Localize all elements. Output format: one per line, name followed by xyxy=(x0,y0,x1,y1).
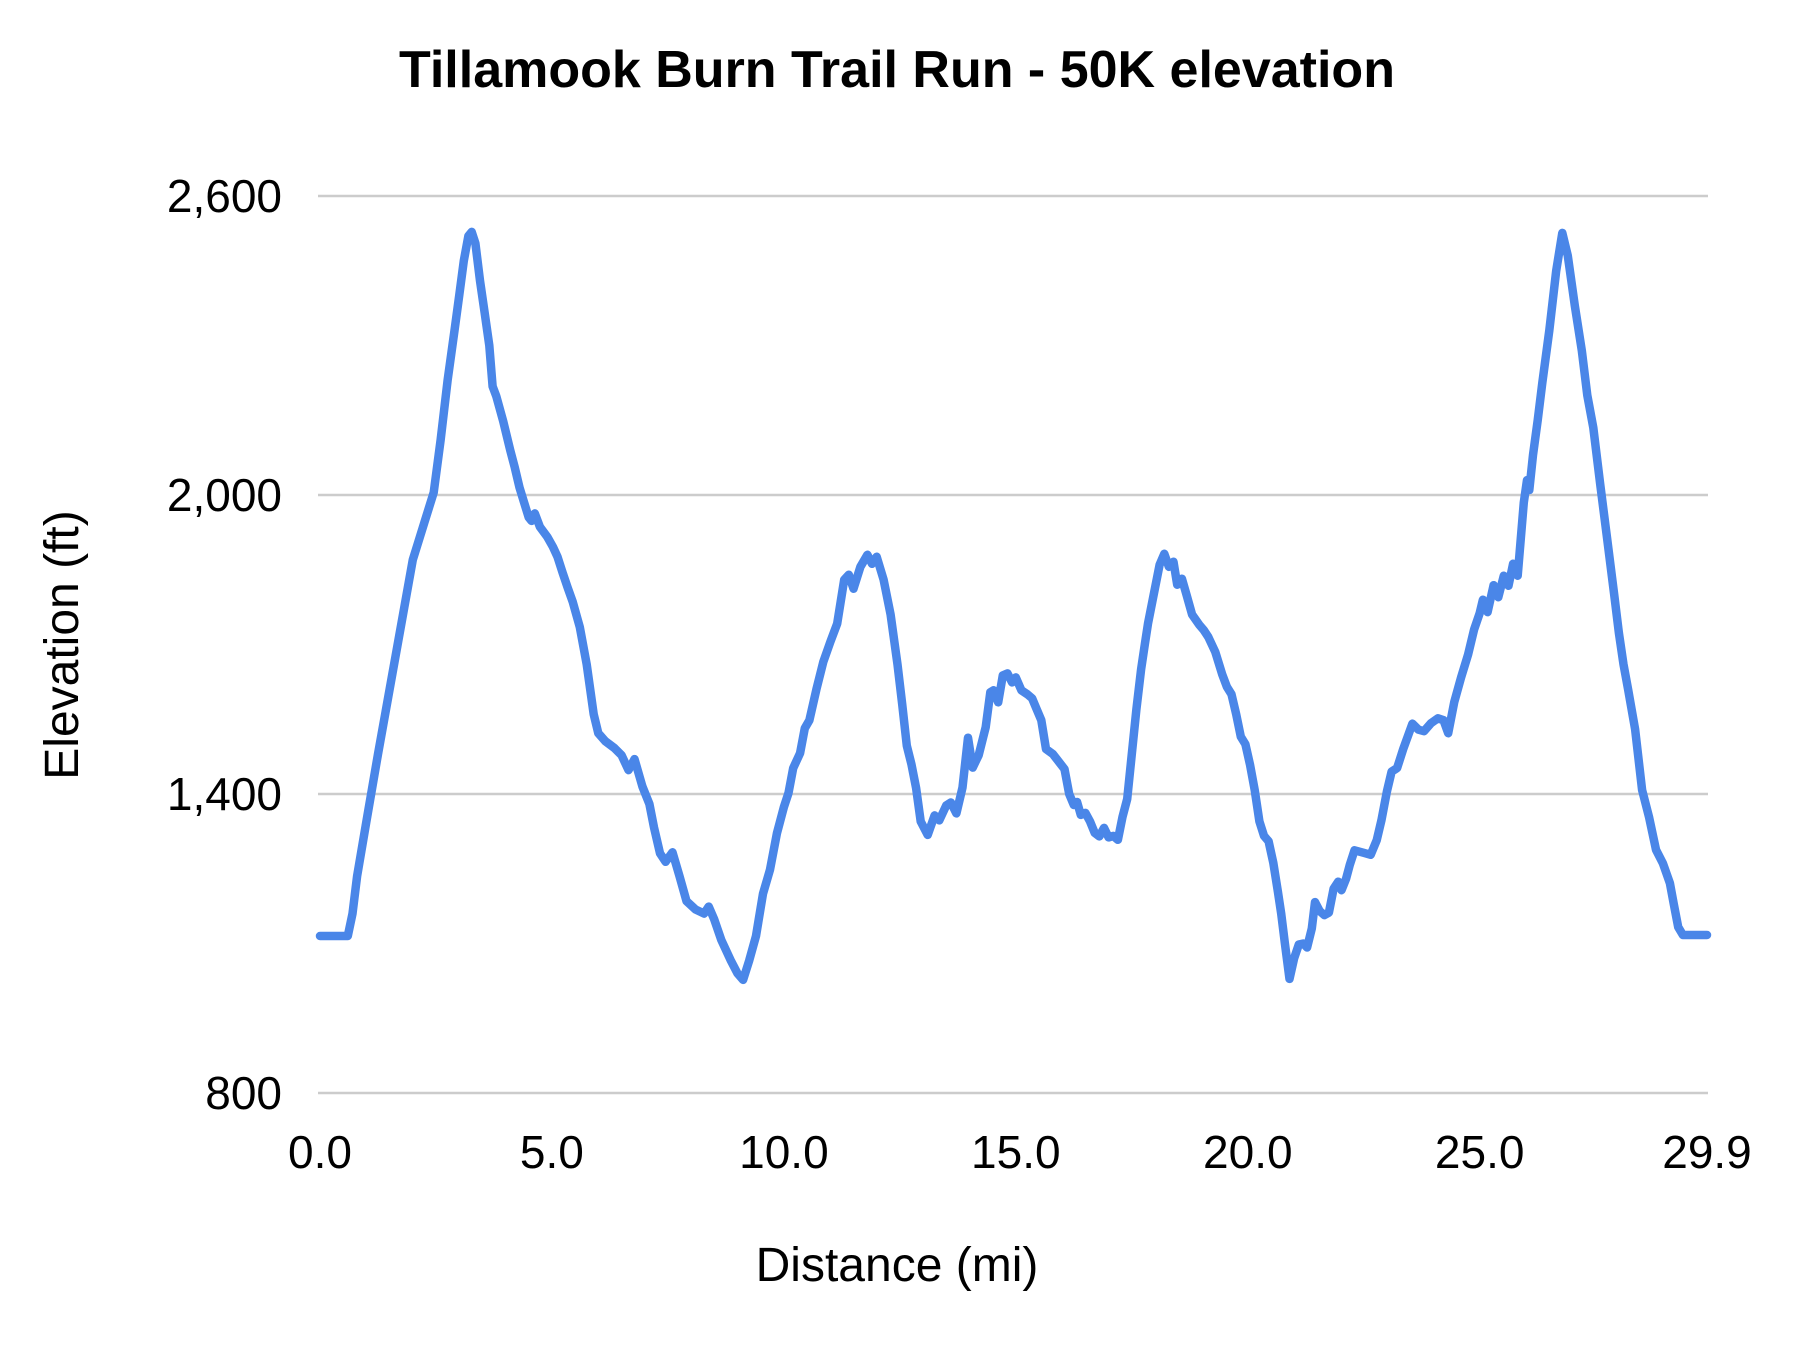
x-tick-label: 10.0 xyxy=(739,1126,829,1178)
x-axis-tick-labels: 0.0 5.0 10.0 15.0 20.0 25.0 29.9 xyxy=(288,1126,1752,1178)
y-axis-tick-labels: 800 1,400 2,000 2,600 xyxy=(167,170,282,1119)
x-tick-label: 0.0 xyxy=(288,1126,352,1178)
chart-title: Tillamook Burn Trail Run - 50K elevation xyxy=(399,41,1395,99)
y-tick-label: 2,600 xyxy=(167,170,282,222)
y-tick-label: 1,400 xyxy=(167,768,282,820)
x-tick-label: 5.0 xyxy=(520,1126,584,1178)
y-axis-title: Elevation (ft) xyxy=(36,510,89,779)
x-tick-label: 15.0 xyxy=(971,1126,1061,1178)
x-tick-label: 25.0 xyxy=(1435,1126,1525,1178)
y-tick-label: 800 xyxy=(205,1067,282,1119)
elevation-line-group xyxy=(315,227,1712,985)
x-tick-label: 29.9 xyxy=(1662,1126,1752,1178)
x-axis-title: Distance (mi) xyxy=(756,1239,1039,1292)
gridlines xyxy=(318,194,1708,1095)
elevation-line xyxy=(315,227,1712,985)
y-tick-label: 2,000 xyxy=(167,469,282,521)
x-tick-label: 20.0 xyxy=(1203,1126,1293,1178)
